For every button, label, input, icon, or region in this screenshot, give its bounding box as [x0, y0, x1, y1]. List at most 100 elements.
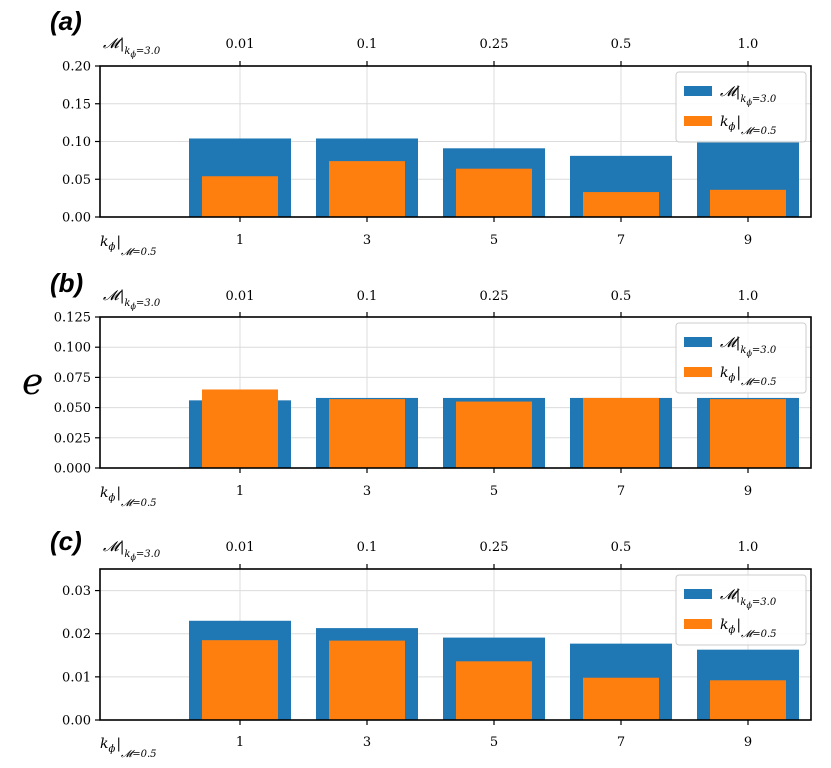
x-tick-label-top: 0.01 [226, 540, 255, 555]
x-axis-name-bottom: kϕ|𝓜=0.5 [100, 234, 157, 258]
axis-cond-sub: ϕ [130, 553, 136, 562]
y-tick-label: 0.125 [54, 311, 91, 326]
legend-sub-val: 𝓜=0.5 [741, 126, 776, 137]
x-tick-label-bottom: 7 [617, 735, 625, 750]
bar-orange-0 [202, 389, 278, 468]
legend-bar: | [736, 617, 741, 633]
bar-orange-0 [202, 640, 278, 720]
axis-name-sub: ϕ [108, 744, 115, 755]
legend-sub-val: =3.0 [752, 94, 777, 105]
bar-orange-3 [583, 192, 659, 217]
bar-orange-3 [583, 677, 659, 720]
axes-frame [99, 316, 812, 469]
x-tick-label-bottom: 3 [363, 735, 371, 750]
legend-sub-val: =3.0 [752, 597, 777, 608]
x-tick-label-top: 0.25 [480, 540, 509, 555]
bar-orange-1 [329, 640, 405, 720]
bar-orange-3 [583, 397, 659, 468]
y-tick-label: 0.075 [54, 371, 91, 386]
legend-label-blue: 𝓜|kϕ=3.0 [720, 587, 777, 610]
axis-cond: 𝓜=0.5 [121, 247, 156, 258]
legend-sub-phi: ϕ [746, 349, 752, 358]
x-tick-label-bottom: 5 [490, 735, 498, 750]
x-tick-label-top: 0.5 [611, 37, 632, 52]
x-tick-label-top: 0.5 [611, 289, 632, 304]
legend-label-blue: 𝓜|kϕ=3.0 [720, 335, 777, 358]
y-tick-label: 0.15 [62, 97, 91, 112]
x-tick-label-bottom: 1 [236, 484, 244, 499]
panel-1: (b) 0.000 0.025 0.050 0.075 0.100 0.125 1 3 5 7 9 0.… [50, 268, 812, 509]
x-tick-label-bottom: 5 [490, 233, 498, 248]
bar-orange-0 [202, 176, 278, 217]
legend-sub-phi: ϕ [728, 625, 735, 636]
axis-cond-sub: ϕ [130, 50, 136, 59]
x-tick-label-bottom: 7 [617, 233, 625, 248]
y-tick-label: 0.01 [62, 670, 91, 685]
bar-orange-1 [329, 399, 405, 468]
bar-orange-4 [710, 680, 786, 720]
axis-bar: | [116, 234, 121, 250]
axis-name-k: k [100, 485, 108, 501]
x-tick-label-bottom: 7 [617, 484, 625, 499]
bar-orange-4 [710, 189, 786, 217]
bar-orange-1 [329, 161, 405, 217]
x-axis-name-bottom: kϕ|𝓜=0.5 [100, 485, 157, 509]
x-tick-label-top: 0.1 [357, 540, 378, 555]
panel-label: (a) [50, 6, 82, 36]
axis-cond-k: k [124, 549, 130, 560]
axis-name-M: 𝓜 [103, 539, 123, 555]
panel-label: (b) [50, 268, 83, 298]
legend-label-blue: 𝓜|kϕ=3.0 [720, 84, 777, 107]
axis-name-k: k [100, 736, 108, 752]
legend-sub-val: =3.0 [752, 345, 777, 356]
legend-sub-val: 𝓜=0.5 [741, 629, 776, 640]
axis-name-k: k [100, 234, 108, 250]
axis-cond-rest: =3.0 [136, 298, 161, 309]
x-tick-label-bottom: 5 [490, 484, 498, 499]
axis-bar: | [120, 288, 125, 304]
x-tick-label-top: 0.5 [611, 540, 632, 555]
x-tick-label-bottom: 9 [744, 484, 752, 499]
y-tick-label: 0.05 [62, 173, 91, 188]
legend-sub-phi: ϕ [728, 373, 735, 384]
legend-bar: | [736, 365, 741, 381]
x-tick-label-top: 1.0 [738, 37, 759, 52]
x-tick-label-bottom: 3 [363, 484, 371, 499]
legend-swatch-orange [684, 367, 712, 377]
legend-label-orange: kϕ|𝓜=0.5 [720, 617, 777, 640]
legend-sub: k [740, 94, 746, 105]
y-tick-label: 0.100 [54, 341, 91, 356]
legend-swatch-blue [684, 337, 712, 347]
axis-name-M: 𝓜 [103, 36, 123, 52]
legend-main: 𝓜| [720, 587, 740, 603]
legend-sub: k [740, 345, 746, 356]
y-tick-label: 0.10 [62, 135, 91, 150]
x-axis-name-bottom: kϕ|𝓜=0.5 [100, 736, 157, 760]
bar-orange-4 [710, 399, 786, 468]
bar-orange-2 [456, 661, 532, 720]
x-tick-label-top: 0.01 [226, 289, 255, 304]
y-tick-label: 0.20 [62, 60, 91, 75]
bar-orange-2 [456, 168, 532, 217]
axis-cond-rest: =3.0 [136, 549, 161, 560]
y-tick-label: 0.03 [62, 584, 91, 599]
axis-cond: 𝓜=0.5 [121, 749, 156, 760]
y-tick-label: 0.00 [62, 211, 91, 226]
x-tick-label-top: 0.25 [480, 37, 509, 52]
axis-bar: | [120, 539, 125, 555]
axis-cond-k: k [124, 298, 130, 309]
x-tick-label-bottom: 1 [236, 735, 244, 750]
x-tick-label-top: 0.01 [226, 37, 255, 52]
x-tick-label-top: 1.0 [738, 540, 759, 555]
legend-main: k [720, 617, 728, 633]
axis-cond: 𝓜=0.5 [121, 498, 156, 509]
y-tick-label: 0.025 [54, 431, 91, 446]
x-tick-label-bottom: 1 [236, 233, 244, 248]
x-tick-label-bottom: 3 [363, 233, 371, 248]
y-tick-label: 0.02 [62, 627, 91, 642]
axis-name-M: 𝓜 [103, 288, 123, 304]
x-tick-label-top: 1.0 [738, 289, 759, 304]
legend-swatch-orange [684, 619, 712, 629]
legend-sub-phi: ϕ [746, 98, 752, 107]
